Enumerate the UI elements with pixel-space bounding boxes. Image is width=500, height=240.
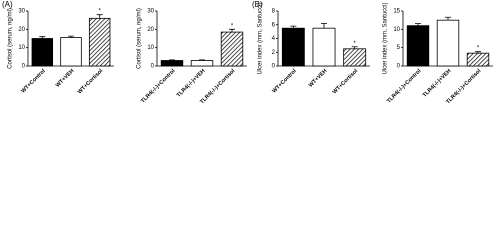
error-bar bbox=[39, 36, 46, 39]
x-tick-label: WT+Control bbox=[20, 68, 47, 95]
figure: (A) (B) Cortisol (serum, ng/ml) 0102030WT… bbox=[2, 0, 493, 105]
y-tick-label: 0 bbox=[272, 64, 276, 70]
x-tick-label: WT+Cortisol bbox=[332, 68, 360, 96]
error-bar bbox=[169, 59, 175, 61]
x-tick-label: WT+VEH bbox=[308, 68, 329, 89]
x-tick-label: WT+Control bbox=[271, 68, 298, 95]
error-bar bbox=[229, 28, 235, 33]
y-tick-label: 20 bbox=[147, 27, 154, 33]
x-tick-label: TLR4(-/-)+VEH bbox=[176, 68, 207, 99]
error-bar bbox=[199, 59, 205, 61]
y-tick-label: 20 bbox=[18, 27, 25, 33]
significance-marker: * bbox=[477, 46, 480, 52]
y-tick-label: 30 bbox=[18, 9, 25, 15]
y-tick-label: 30 bbox=[147, 9, 154, 15]
x-tick-label: WT+Cortisol bbox=[77, 68, 105, 96]
bar bbox=[436, 19, 460, 67]
y-tick-label: 2 bbox=[272, 50, 276, 56]
bar bbox=[281, 27, 305, 67]
bar bbox=[220, 31, 244, 67]
x-tick-label: WT+VEH bbox=[55, 68, 76, 89]
y-tick-label: 0 bbox=[397, 64, 401, 70]
significance-marker: * bbox=[231, 23, 234, 29]
error-bar bbox=[445, 16, 451, 21]
x-tick-label: TLR4(-/-)+Control bbox=[140, 68, 177, 105]
error-bar bbox=[321, 22, 327, 29]
y-tick-label: 5 bbox=[397, 45, 401, 51]
y-tick-label: 10 bbox=[18, 45, 25, 51]
bar bbox=[160, 60, 184, 67]
bar bbox=[343, 48, 367, 67]
y-tick-label: 6 bbox=[272, 22, 276, 28]
bar bbox=[60, 37, 82, 67]
error-bar bbox=[290, 25, 297, 29]
y-tick-label: 15 bbox=[393, 9, 400, 15]
y-axis-label: Ulcer index (mm, Santucci) bbox=[258, 2, 264, 74]
y-axis-label: Cortisol (serum, ng/ml) bbox=[137, 8, 143, 69]
y-tick-label: 10 bbox=[393, 27, 400, 33]
significance-marker: * bbox=[98, 9, 101, 15]
error-bar bbox=[351, 46, 358, 49]
bar bbox=[466, 52, 490, 67]
significance-marker: * bbox=[353, 41, 356, 47]
x-tick-label: TLR4(-/-)+VEH bbox=[422, 68, 453, 99]
y-axis-label: Ulcer index (mm, Santucci) bbox=[383, 2, 389, 74]
y-tick-label: 0 bbox=[151, 64, 155, 70]
bar bbox=[312, 27, 336, 67]
bar bbox=[406, 25, 430, 67]
error-bar bbox=[68, 35, 74, 38]
x-tick-label: TLR4(-/-)+Control bbox=[386, 68, 423, 105]
bar bbox=[190, 60, 214, 67]
error-bar bbox=[415, 23, 421, 26]
y-axis-label: Cortisol (serum, ng/ml) bbox=[8, 8, 14, 69]
bar bbox=[88, 17, 111, 67]
y-tick-label: 8 bbox=[272, 9, 276, 15]
error-bar bbox=[96, 14, 103, 19]
y-tick-label: 10 bbox=[147, 45, 154, 51]
panel-label: (B) bbox=[252, 0, 263, 9]
bar bbox=[31, 38, 54, 67]
error-bar bbox=[475, 51, 481, 54]
panel-label: (A) bbox=[2, 0, 13, 9]
y-tick-label: 0 bbox=[22, 64, 26, 70]
y-tick-label: 4 bbox=[272, 36, 276, 42]
